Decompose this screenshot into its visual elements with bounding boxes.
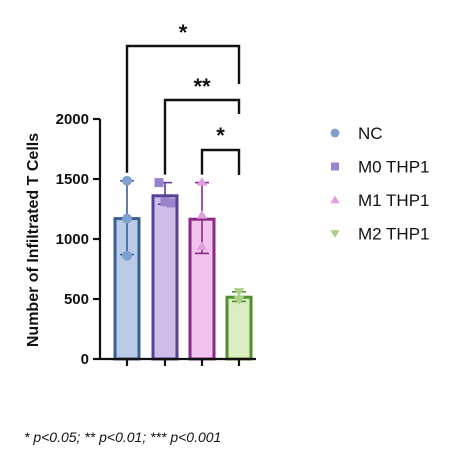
bars (113, 175, 253, 361)
data-point (154, 178, 164, 188)
footnote: * p<0.05; ** p<0.01; *** p<0.001 (24, 429, 222, 445)
data-point (122, 250, 132, 261)
data-point (160, 197, 170, 207)
legend-marker (330, 230, 340, 238)
legend-marker (331, 162, 339, 171)
data-point (122, 213, 132, 224)
significance-label: * (216, 123, 225, 148)
bar-3 (225, 295, 253, 361)
legend-entry: M2 THP1 (358, 225, 430, 244)
y-axis-label: Number of Infiltrated T Cells (25, 133, 42, 347)
y-tick-label: 2000 (56, 111, 89, 128)
significance-brackets: **** (125, 20, 241, 175)
y-axis: 0 500 1000 1500 2000 (56, 111, 256, 368)
legend-entry: NC (358, 124, 383, 143)
data-point (196, 177, 208, 186)
data-point (166, 198, 176, 208)
significance-label: * (179, 20, 188, 45)
data-point (233, 288, 245, 297)
legend-marker (330, 128, 340, 138)
data-point (196, 241, 208, 250)
data-point (122, 175, 132, 186)
legend-marker (330, 195, 340, 204)
y-tick-label: 500 (64, 291, 89, 308)
data-point (233, 296, 245, 306)
legend-entry: M0 THP1 (358, 158, 430, 177)
bar-1 (151, 194, 179, 361)
significance-bracket (200, 148, 241, 175)
legend-entry: M1 THP1 (358, 191, 430, 210)
y-tick-label: 1500 (56, 171, 89, 188)
significance-bracket (163, 98, 241, 175)
y-tick-label: 0 (81, 351, 89, 368)
y-tick-label: 1000 (56, 231, 89, 248)
significance-bracket (125, 44, 241, 173)
data-point (196, 210, 208, 219)
legend: NC M0 THP1 M1 THP1 M2 THP1 (330, 124, 430, 244)
significance-label: ** (193, 74, 211, 99)
